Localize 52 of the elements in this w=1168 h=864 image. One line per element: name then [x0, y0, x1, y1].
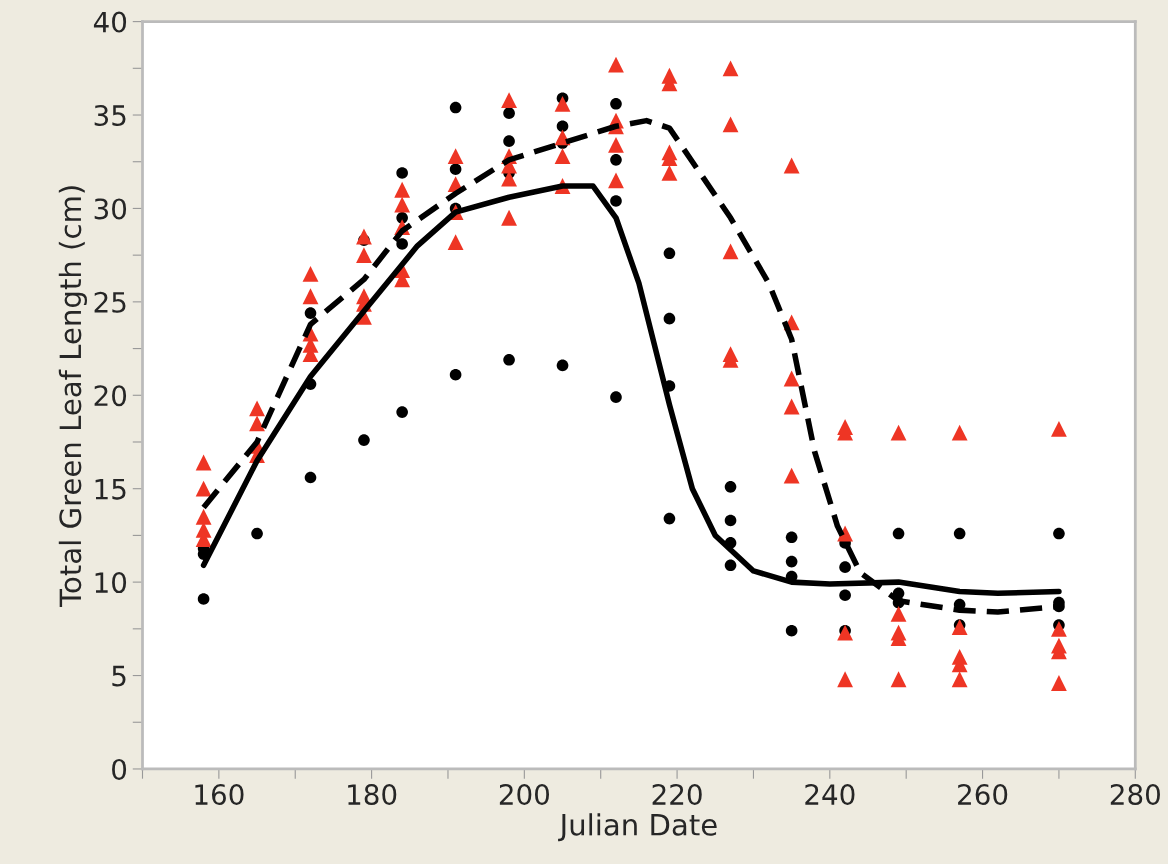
point — [556, 120, 569, 133]
point — [304, 471, 317, 484]
point — [251, 527, 263, 540]
y-tick-label: 40 — [93, 11, 127, 33]
x-tick-label: 240 — [805, 784, 855, 806]
y-tick-label: 5 — [112, 665, 126, 687]
y-tick-label: 30 — [94, 198, 127, 220]
y-tick-label: 20 — [94, 385, 127, 407]
point — [785, 531, 798, 544]
y-tick-label: 25 — [94, 291, 126, 313]
point — [724, 514, 737, 527]
x-tick-label: 160 — [195, 784, 244, 806]
point — [449, 368, 462, 381]
point — [197, 593, 210, 605]
point — [610, 391, 622, 403]
point — [785, 555, 798, 568]
point — [449, 163, 462, 176]
point — [724, 481, 737, 493]
point — [503, 353, 515, 366]
x-axis-title: Julian Date — [558, 813, 717, 842]
point — [663, 312, 676, 325]
y-axis-title: Total Green Leaf Length (cm) — [58, 186, 88, 607]
point — [663, 247, 676, 260]
x-tick-label: 200 — [499, 784, 550, 806]
point — [839, 561, 851, 573]
point — [663, 512, 676, 525]
point — [304, 307, 317, 319]
x-tick-label: 260 — [958, 784, 1008, 806]
point — [396, 238, 408, 250]
point — [503, 107, 515, 119]
point — [503, 135, 515, 147]
point — [610, 154, 622, 166]
point — [839, 589, 851, 602]
point — [785, 624, 798, 637]
point — [892, 527, 905, 540]
point — [358, 434, 370, 446]
y-tick-label: 35 — [94, 104, 126, 126]
point — [556, 359, 569, 372]
point — [1053, 527, 1065, 540]
point — [953, 527, 966, 540]
x-tick-label: 220 — [652, 784, 702, 806]
point — [610, 195, 622, 207]
y-tick-label: 0 — [112, 758, 127, 780]
x-tick-label: 180 — [348, 784, 397, 806]
point — [396, 406, 408, 418]
y-tick-label: 10 — [95, 572, 127, 594]
y-tick-label: 15 — [95, 479, 126, 500]
point — [396, 167, 408, 179]
point — [724, 559, 737, 572]
point — [610, 98, 622, 110]
x-tick-label: 280 — [1110, 784, 1160, 806]
point — [449, 101, 462, 114]
